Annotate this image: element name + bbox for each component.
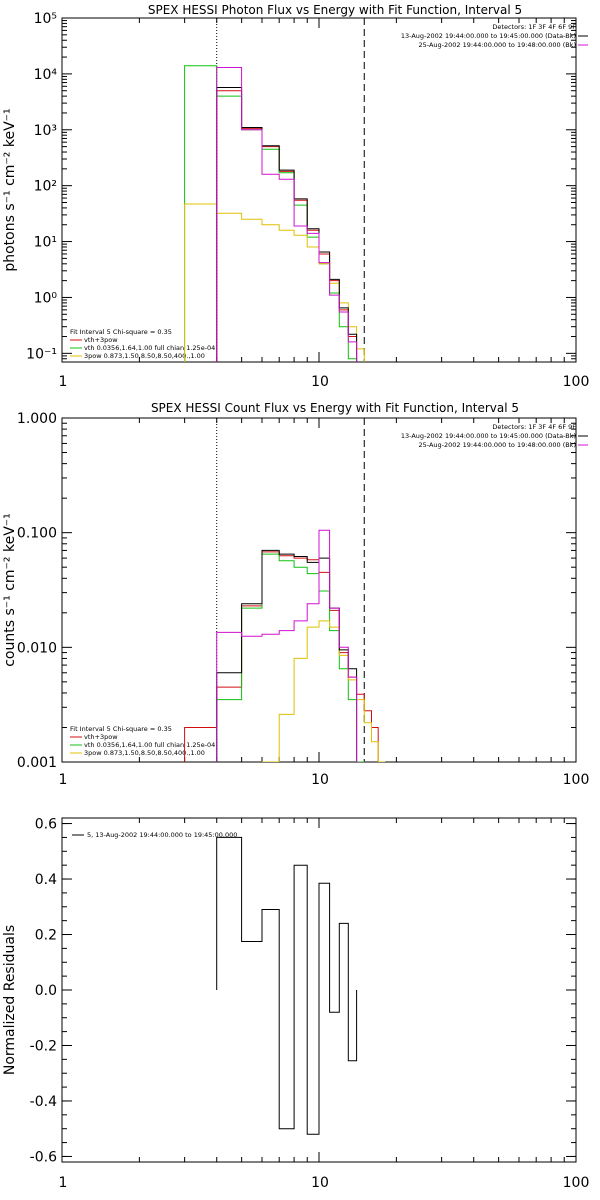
y-tick-label: 10⁰ xyxy=(34,290,58,306)
background-interval-header: 25-Aug-2002 19:44:00.000 to 19:48:00.000… xyxy=(419,41,576,49)
y-tick-label: 0.0 xyxy=(35,983,57,999)
legend-label-vth: vth 0.0356,1.64,1.00 full chian 1.25e-04 xyxy=(84,344,215,352)
series-total-histogram xyxy=(216,549,358,762)
y-axis-label: Normalized Residuals xyxy=(2,925,18,1075)
y-tick-label: 10² xyxy=(34,179,57,195)
y-tick-label: 10¹ xyxy=(34,235,57,251)
legend-label-vth-3pow: vth+3pow xyxy=(84,336,118,344)
series-group xyxy=(184,65,365,362)
y-tick-label: 0.6 xyxy=(35,817,57,833)
y-tick-label: 0.010 xyxy=(17,640,57,656)
x-tick-label: 10 xyxy=(311,772,329,788)
x-tick-label: 100 xyxy=(563,772,590,788)
series-total-histogram xyxy=(216,836,358,1135)
series-group xyxy=(184,529,386,762)
y-axis-label: photons s⁻¹ cm⁻² keV⁻¹ xyxy=(2,108,18,271)
chart-title: SPEX HESSI Photon Flux vs Energy with Fi… xyxy=(148,3,522,17)
series-group xyxy=(216,836,358,1135)
x-tick-label: 1 xyxy=(59,1175,68,1191)
fit-interval-text: Fit Interval 5 Chi-square = 0.35 xyxy=(70,328,172,336)
y-tick-label: -0.6 xyxy=(30,1149,57,1165)
background-interval-header: 25-Aug-2002 19:44:00.000 to 19:48:00.000… xyxy=(419,441,576,449)
y-tick-label: 10³ xyxy=(34,123,57,139)
residual-legend-label: 5, 13-Aug-2002 19:44:00.000 to 19:45:00.… xyxy=(87,831,237,839)
y-axis-label: counts s⁻¹ cm⁻² keV⁻¹ xyxy=(2,513,18,667)
legend-label-vth-3pow: vth+3pow xyxy=(84,733,118,741)
legend-label-3pow: 3pow 0.873,1.50,8.50,8.50,400.,1.00 xyxy=(84,352,205,360)
series-vth-histogram xyxy=(184,65,358,362)
series-bkg-data-histogram xyxy=(216,529,358,762)
detectors-header: Detectors: 1F 3F 4F 6F 9F xyxy=(492,23,576,31)
detectors-header: Detectors: 1F 3F 4F 6F 9F xyxy=(492,423,576,431)
series-bkg-data-histogram xyxy=(216,67,358,362)
x-tick-label: 1 xyxy=(59,374,68,390)
photon-flux-panel: SPEX HESSI Photon Flux vs Energy with Fi… xyxy=(2,3,589,390)
y-tick-label: 0.100 xyxy=(17,526,57,542)
fit-interval-text: Fit Interval 5 Chi-square = 0.35 xyxy=(70,725,172,733)
x-tick-label: 10 xyxy=(311,1175,329,1191)
y-tick-label: -0.4 xyxy=(30,1094,57,1110)
y-tick-label: 1.000 xyxy=(17,411,57,427)
y-tick-label: 0.4 xyxy=(35,872,57,888)
x-tick-label: 10 xyxy=(311,374,329,390)
series-total-histogram xyxy=(216,87,358,362)
legend-label-3pow: 3pow 0.873,1.50,8.50,8.50,400.,1.00 xyxy=(84,749,205,757)
x-tick-label: 100 xyxy=(563,374,590,390)
residuals-panel: Normalized Residuals 5, 13-Aug-2002 19:4… xyxy=(2,817,589,1191)
data-interval-header: 13-Aug-2002 19:44:00.000 to 19:45:00.000… xyxy=(401,432,576,440)
x-tick-label: 1 xyxy=(59,772,68,788)
data-interval-header: 13-Aug-2002 19:44:00.000 to 19:45:00.000… xyxy=(401,32,576,40)
series-vth-3pow-histogram xyxy=(216,90,358,362)
x-tick-label: 100 xyxy=(563,1175,590,1191)
y-tick-label: 0.2 xyxy=(35,928,57,944)
count-flux-panel: SPEX HESSI Count Flux vs Energy with Fit… xyxy=(2,401,589,788)
y-tick-label: -0.2 xyxy=(30,1038,57,1054)
y-tick-label: 10⁵ xyxy=(34,11,57,27)
y-tick-label: 0.001 xyxy=(17,755,57,771)
series-vth-histogram xyxy=(216,553,365,762)
y-tick-label: 10⁴ xyxy=(34,67,58,83)
plot-frame xyxy=(61,17,577,363)
series-three-pow-histogram xyxy=(261,620,386,762)
chart-title: SPEX HESSI Count Flux vs Energy with Fit… xyxy=(151,401,519,415)
y-tick-label: 10⁻¹ xyxy=(26,346,57,362)
legend-label-vth: vth 0.0356,1.64,1.00 full chian 1.25e-04 xyxy=(84,741,215,749)
